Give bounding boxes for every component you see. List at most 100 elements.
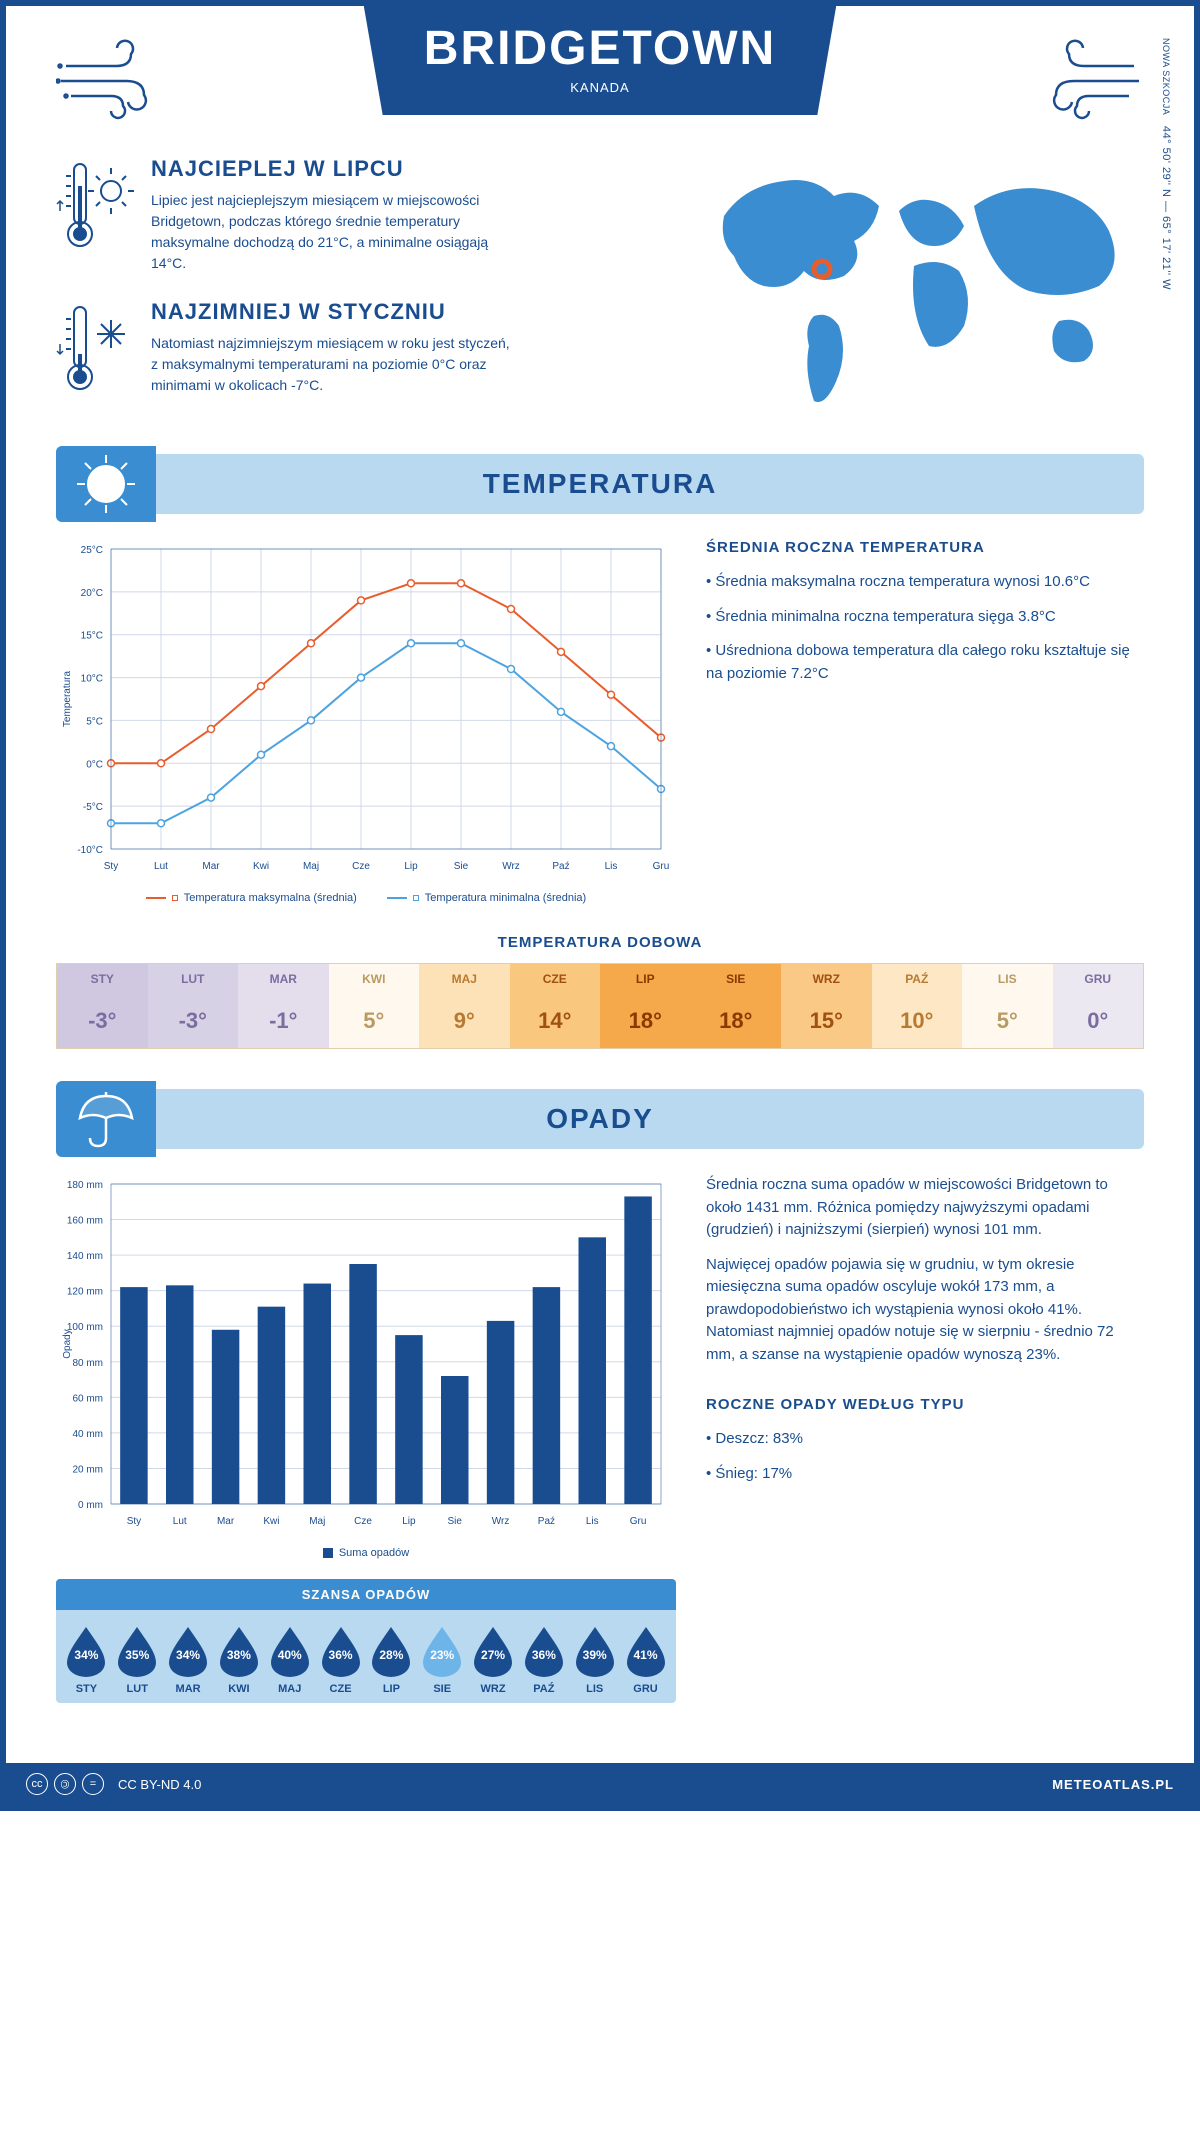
chance-drop: 34%MAR <box>163 1625 214 1695</box>
header: BRIDGETOWN KANADA <box>56 36 1144 126</box>
svg-text:0 mm: 0 mm <box>78 1500 103 1511</box>
chance-drop: 36%PAŹ <box>518 1625 569 1695</box>
precip-summary: Średnia roczna suma opadów w miejscowośc… <box>706 1174 1144 1703</box>
chance-drop: 34%STY <box>61 1625 112 1695</box>
umbrella-icon <box>56 1081 156 1157</box>
temp-cell: LIP18° <box>600 964 691 1048</box>
temp-cell: KWI5° <box>329 964 420 1048</box>
chance-title: SZANSA OPADÓW <box>56 1579 676 1610</box>
svg-text:Gru: Gru <box>630 1516 647 1527</box>
precipitation-chart: 0 mm20 mm40 mm60 mm80 mm100 mm120 mm140 … <box>56 1174 676 1703</box>
temp-cell: LUT-3° <box>148 964 239 1048</box>
svg-text:Wrz: Wrz <box>502 861 520 872</box>
chance-drop: 41%GRU <box>620 1625 671 1695</box>
daily-temp-title: TEMPERATURA DOBOWA <box>56 934 1144 951</box>
svg-text:Paź: Paź <box>538 1516 555 1527</box>
temp-cell: LIS5° <box>962 964 1053 1048</box>
svg-text:Lip: Lip <box>402 1516 416 1527</box>
temp-cell: SIE18° <box>691 964 782 1048</box>
svg-text:40 mm: 40 mm <box>72 1429 103 1440</box>
svg-text:20 mm: 20 mm <box>72 1464 103 1475</box>
svg-text:Kwi: Kwi <box>263 1516 279 1527</box>
svg-text:80 mm: 80 mm <box>72 1358 103 1369</box>
chance-drop: 36%CZE <box>315 1625 366 1695</box>
hot-text: Lipiec jest najcieplejszym miesiącem w m… <box>151 190 511 274</box>
daily-temp-table: STY-3°LUT-3°MAR-1°KWI5°MAJ9°CZE14°LIP18°… <box>56 963 1144 1049</box>
hot-title: NAJCIEPLEJ W LIPCU <box>151 156 511 182</box>
svg-text:20°C: 20°C <box>81 588 103 599</box>
svg-text:-10°C: -10°C <box>77 845 103 856</box>
svg-text:Temperatura: Temperatura <box>62 670 73 727</box>
temp-cell: STY-3° <box>57 964 148 1048</box>
svg-text:Cze: Cze <box>354 1516 372 1527</box>
temp-summary: ŚREDNIA ROCZNA TEMPERATURA • Średnia mak… <box>706 539 1144 904</box>
page-frame: BRIDGETOWN KANADA <box>0 0 1200 1811</box>
thermometer-hot-icon <box>56 156 136 256</box>
svg-text:Lip: Lip <box>404 861 418 872</box>
svg-text:Opady: Opady <box>62 1329 73 1358</box>
svg-text:60 mm: 60 mm <box>72 1393 103 1404</box>
temperature-section-header: TEMPERATURA <box>56 454 1144 514</box>
svg-text:Wrz: Wrz <box>492 1516 510 1527</box>
chance-drop: 39%LIS <box>569 1625 620 1695</box>
svg-text:Lut: Lut <box>154 861 168 872</box>
wind-icon-left <box>56 36 186 126</box>
temp-legend: Temperatura maksymalna (średnia) Tempera… <box>56 892 676 904</box>
chance-drop: 23%SIE <box>417 1625 468 1695</box>
svg-text:Sie: Sie <box>448 1516 463 1527</box>
svg-text:-5°C: -5°C <box>83 802 103 813</box>
temperature-chart: -10°C -5°C 0°C 5°C 10°C 15°C 20°C 25°C Sty Lut Mar… <box>56 539 676 904</box>
wind-icon-right <box>1014 36 1144 126</box>
cold-title: NAJZIMNIEJ W STYCZNIU <box>151 299 511 325</box>
svg-text:120 mm: 120 mm <box>67 1287 103 1298</box>
svg-text:160 mm: 160 mm <box>67 1216 103 1227</box>
svg-text:Kwi: Kwi <box>253 861 269 872</box>
svg-text:Sty: Sty <box>127 1516 141 1527</box>
city-name: BRIDGETOWN <box>424 21 776 76</box>
cold-text: Natomiast najzimniejszym miesiącem w rok… <box>151 333 511 396</box>
svg-text:Maj: Maj <box>303 861 319 872</box>
title-banner: BRIDGETOWN KANADA <box>364 6 836 115</box>
svg-text:Lis: Lis <box>605 861 618 872</box>
svg-text:Paź: Paź <box>552 861 569 872</box>
svg-text:0°C: 0°C <box>86 759 103 770</box>
chance-drop: 40%MAJ <box>264 1625 315 1695</box>
temp-cell: WRZ15° <box>781 964 872 1048</box>
hot-info: NAJCIEPLEJ W LIPCU Lipiec jest najcieple… <box>56 156 674 274</box>
svg-text:Mar: Mar <box>217 1516 235 1527</box>
svg-text:Mar: Mar <box>202 861 220 872</box>
svg-text:Cze: Cze <box>352 861 370 872</box>
temp-cell: CZE14° <box>510 964 601 1048</box>
chance-drop: 27%WRZ <box>468 1625 519 1695</box>
sun-icon <box>56 446 156 522</box>
precip-legend: Suma opadów <box>56 1547 676 1559</box>
site-name: METEOATLAS.PL <box>1052 1777 1174 1792</box>
license-icons: cc🄯= CC BY-ND 4.0 <box>26 1773 201 1795</box>
info-map-row: NAJCIEPLEJ W LIPCU Lipiec jest najcieple… <box>56 156 1144 424</box>
svg-text:Lut: Lut <box>173 1516 187 1527</box>
chance-drop: 38%KWI <box>213 1625 264 1695</box>
svg-text:Maj: Maj <box>309 1516 325 1527</box>
svg-text:15°C: 15°C <box>81 631 103 642</box>
svg-text:Sie: Sie <box>454 861 469 872</box>
footer: cc🄯= CC BY-ND 4.0 METEOATLAS.PL <box>6 1763 1194 1805</box>
thermometer-cold-icon <box>56 299 136 399</box>
temp-cell: MAR-1° <box>238 964 329 1048</box>
svg-text:Sty: Sty <box>104 861 118 872</box>
svg-text:5°C: 5°C <box>86 716 103 727</box>
svg-text:140 mm: 140 mm <box>67 1251 103 1262</box>
temp-cell: MAJ9° <box>419 964 510 1048</box>
chance-drops: 34%STY35%LUT34%MAR38%KWI40%MAJ36%CZE28%L… <box>56 1610 676 1703</box>
chance-drop: 28%LIP <box>366 1625 417 1695</box>
svg-text:Lis: Lis <box>586 1516 599 1527</box>
coordinates-label: NOWA SZKOCJA 44° 50' 29'' N — 65° 17' 21… <box>1160 38 1172 290</box>
temp-cell: PAŹ10° <box>872 964 963 1048</box>
svg-text:25°C: 25°C <box>81 545 103 556</box>
precip-section-header: OPADY <box>56 1089 1144 1149</box>
svg-text:180 mm: 180 mm <box>67 1180 103 1191</box>
world-map: NOWA SZKOCJA 44° 50' 29'' N — 65° 17' 21… <box>704 156 1144 424</box>
chance-drop: 35%LUT <box>112 1625 163 1695</box>
svg-text:10°C: 10°C <box>81 674 103 685</box>
country-name: KANADA <box>424 80 776 95</box>
svg-text:Gru: Gru <box>653 861 670 872</box>
